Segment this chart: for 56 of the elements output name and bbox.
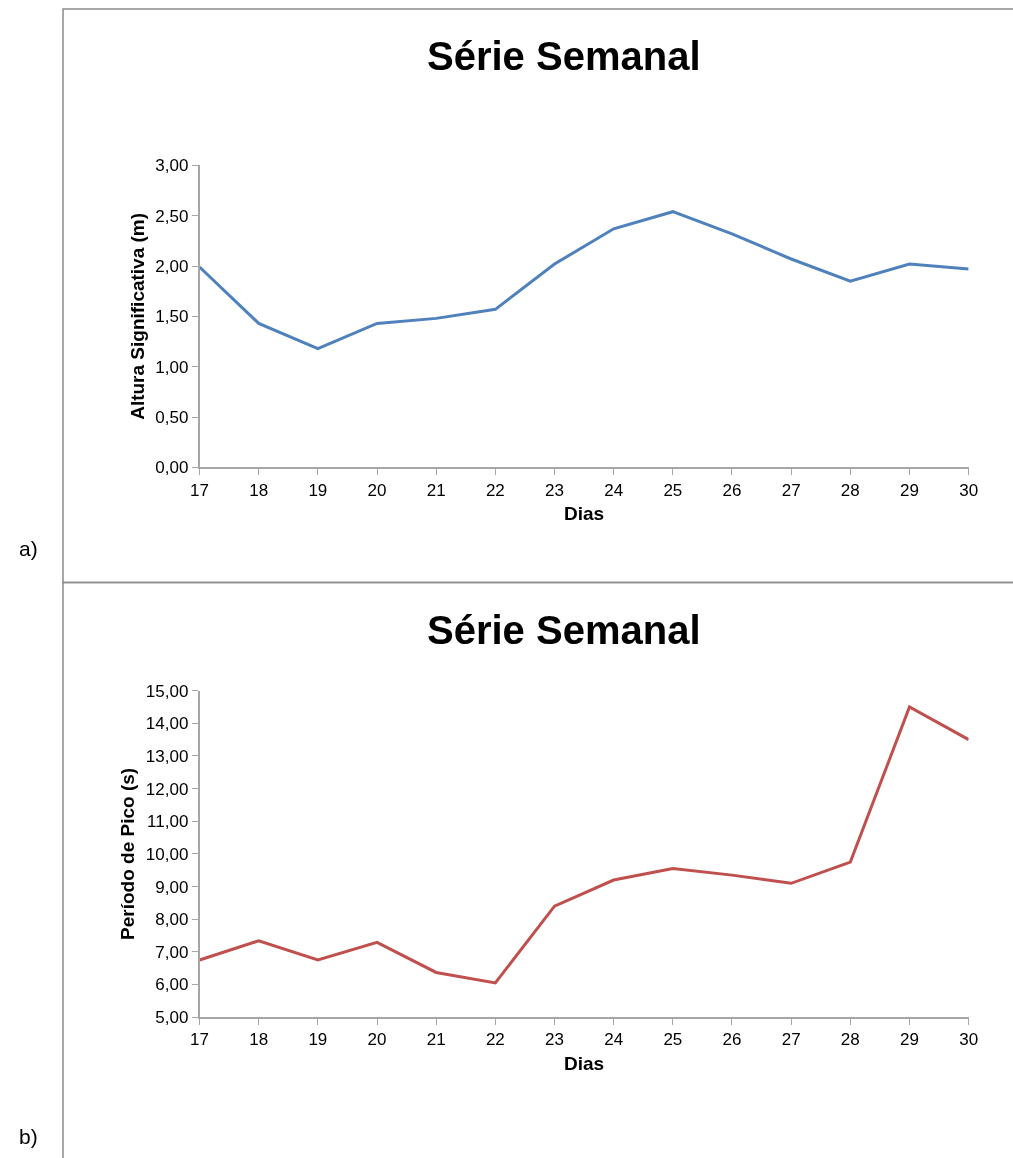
- x-tick-label: 27: [781, 1030, 801, 1050]
- x-tick-label: 30: [959, 480, 979, 500]
- x-tick-label: 29: [900, 1030, 919, 1050]
- x-tick-label: 17: [190, 480, 210, 500]
- x-tick-label: 21: [426, 480, 446, 500]
- x-tick-label: 28: [840, 1030, 860, 1050]
- x-tick-label: 20: [367, 480, 387, 500]
- y-tick-label: 12,00: [145, 779, 189, 799]
- x-tick-label: 21: [426, 1030, 446, 1050]
- chart-title: Série Semanal: [427, 34, 701, 78]
- x-tick-label: 28: [840, 480, 860, 500]
- y-axis-title: Período de Pico (s): [117, 767, 139, 940]
- x-tick-label: 23: [545, 480, 564, 500]
- x-tick-label: 29: [900, 480, 919, 500]
- x-tick-label: 18: [249, 480, 269, 500]
- chart-title: Série Semanal: [427, 608, 701, 652]
- x-tick-label: 18: [249, 1030, 269, 1050]
- y-tick-label: 8,00: [155, 910, 189, 930]
- line-series: [199, 705, 969, 985]
- y-tick-label: 0,50: [155, 407, 189, 427]
- y-tick-label: 10,00: [145, 844, 189, 864]
- x-tick-label: 25: [663, 480, 683, 500]
- x-tick-label: 22: [485, 480, 505, 500]
- x-tick-label: 26: [722, 1030, 742, 1050]
- x-tick-label: 30: [959, 1030, 979, 1050]
- y-tick-label: 15,00: [145, 681, 189, 701]
- x-tick-label: 27: [781, 480, 801, 500]
- x-tick-label: 22: [485, 1030, 505, 1050]
- x-tick-label: 19: [308, 480, 328, 500]
- y-tick-label: 11,00: [147, 812, 189, 832]
- y-tick-label: 9,00: [155, 877, 189, 897]
- y-tick-label: 0,00: [155, 458, 189, 478]
- x-tick-label: 23: [545, 1030, 564, 1050]
- y-axis-title: Altura Significativa (m): [126, 212, 148, 420]
- y-tick-label: 1,00: [155, 357, 189, 377]
- y-tick-label: 7,00: [155, 942, 189, 962]
- y-tick-label: 3,00: [155, 156, 189, 176]
- y-tick-label: 6,00: [155, 975, 189, 995]
- x-axis-title: Dias: [564, 502, 605, 524]
- y-tick-label: 13,00: [145, 746, 189, 766]
- x-tick-label: 24: [604, 1030, 624, 1050]
- y-tick-label: 2,50: [155, 206, 189, 226]
- y-tick-label: 1,50: [155, 307, 189, 327]
- y-tick-label: 14,00: [145, 714, 189, 734]
- x-tick-label: 26: [722, 480, 742, 500]
- x-axis-title: Dias: [564, 1052, 605, 1074]
- y-tick-label: 2,00: [155, 256, 189, 276]
- text: b): [19, 1125, 38, 1148]
- x-tick-label: 17: [190, 1030, 210, 1050]
- text: a): [19, 537, 38, 560]
- y-tick-label: 5,00: [155, 1008, 189, 1028]
- x-tick-label: 20: [367, 1030, 387, 1050]
- x-tick-label: 24: [604, 480, 624, 500]
- x-tick-label: 25: [663, 1030, 683, 1050]
- x-tick-label: 19: [308, 1030, 328, 1050]
- line-series: [199, 210, 969, 351]
